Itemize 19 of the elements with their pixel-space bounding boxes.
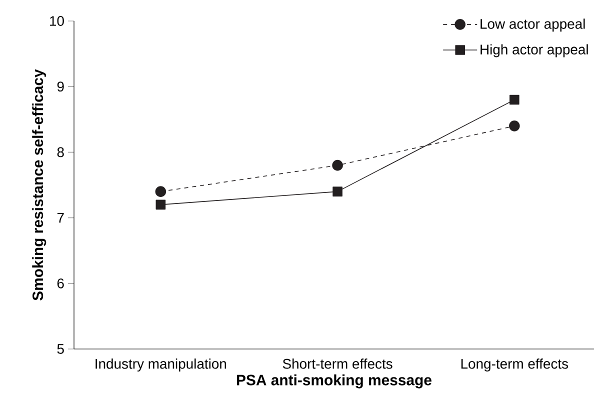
y-tick-label: 9 <box>57 82 64 92</box>
y-tick-label: 5 <box>57 344 64 354</box>
y-tick-label: 6 <box>57 278 64 288</box>
point <box>156 200 166 210</box>
legend-label: Low actor appeal <box>480 18 585 32</box>
x-tick-label: Industry manipulation <box>96 358 226 372</box>
x-tick-label: Long-term effects <box>461 358 568 372</box>
y-tick-label: 10 <box>50 16 64 26</box>
point <box>155 186 166 197</box>
y-tick-label: 8 <box>57 147 64 158</box>
x-axis-title: PSA anti-smoking message <box>237 374 432 388</box>
point <box>510 94 520 105</box>
point <box>509 120 520 132</box>
point <box>332 186 342 196</box>
y-tick-label: 7 <box>57 213 64 223</box>
point <box>332 160 343 171</box>
legend-label: High actor appeal <box>480 44 588 58</box>
y-axis-title: Smoking resistance self-efficacy <box>32 69 46 300</box>
x-tick-label: Short-term effects <box>282 358 392 369</box>
